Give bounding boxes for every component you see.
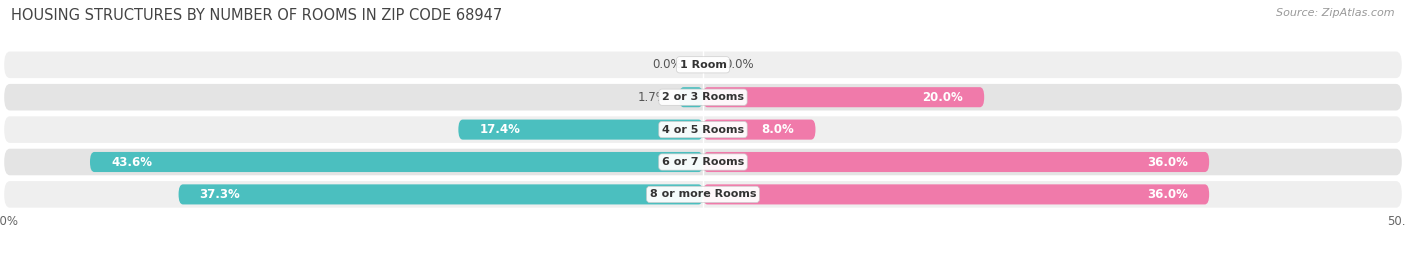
FancyBboxPatch shape — [179, 184, 703, 204]
Text: 8 or more Rooms: 8 or more Rooms — [650, 189, 756, 200]
Text: 6 or 7 Rooms: 6 or 7 Rooms — [662, 157, 744, 167]
FancyBboxPatch shape — [90, 152, 703, 172]
FancyBboxPatch shape — [4, 52, 1402, 78]
Text: 36.0%: 36.0% — [1147, 188, 1188, 201]
FancyBboxPatch shape — [458, 120, 703, 140]
Text: 4 or 5 Rooms: 4 or 5 Rooms — [662, 124, 744, 135]
Text: 0.0%: 0.0% — [652, 58, 682, 71]
Text: 20.0%: 20.0% — [922, 91, 963, 104]
FancyBboxPatch shape — [679, 87, 703, 107]
Text: 36.0%: 36.0% — [1147, 156, 1188, 168]
Text: 1.7%: 1.7% — [638, 91, 668, 104]
FancyBboxPatch shape — [4, 149, 1402, 175]
FancyBboxPatch shape — [4, 84, 1402, 110]
Text: 1 Room: 1 Room — [679, 60, 727, 70]
FancyBboxPatch shape — [703, 152, 1209, 172]
Text: 17.4%: 17.4% — [479, 123, 520, 136]
FancyBboxPatch shape — [703, 184, 1209, 204]
Text: 43.6%: 43.6% — [111, 156, 152, 168]
FancyBboxPatch shape — [4, 181, 1402, 208]
Text: 8.0%: 8.0% — [762, 123, 794, 136]
Text: 0.0%: 0.0% — [724, 58, 754, 71]
FancyBboxPatch shape — [703, 87, 984, 107]
Text: 37.3%: 37.3% — [200, 188, 240, 201]
Text: 2 or 3 Rooms: 2 or 3 Rooms — [662, 92, 744, 102]
Text: Source: ZipAtlas.com: Source: ZipAtlas.com — [1277, 8, 1395, 18]
Text: HOUSING STRUCTURES BY NUMBER OF ROOMS IN ZIP CODE 68947: HOUSING STRUCTURES BY NUMBER OF ROOMS IN… — [11, 8, 502, 23]
Legend: Owner-occupied, Renter-occupied: Owner-occupied, Renter-occupied — [568, 266, 838, 270]
FancyBboxPatch shape — [4, 116, 1402, 143]
FancyBboxPatch shape — [703, 120, 815, 140]
